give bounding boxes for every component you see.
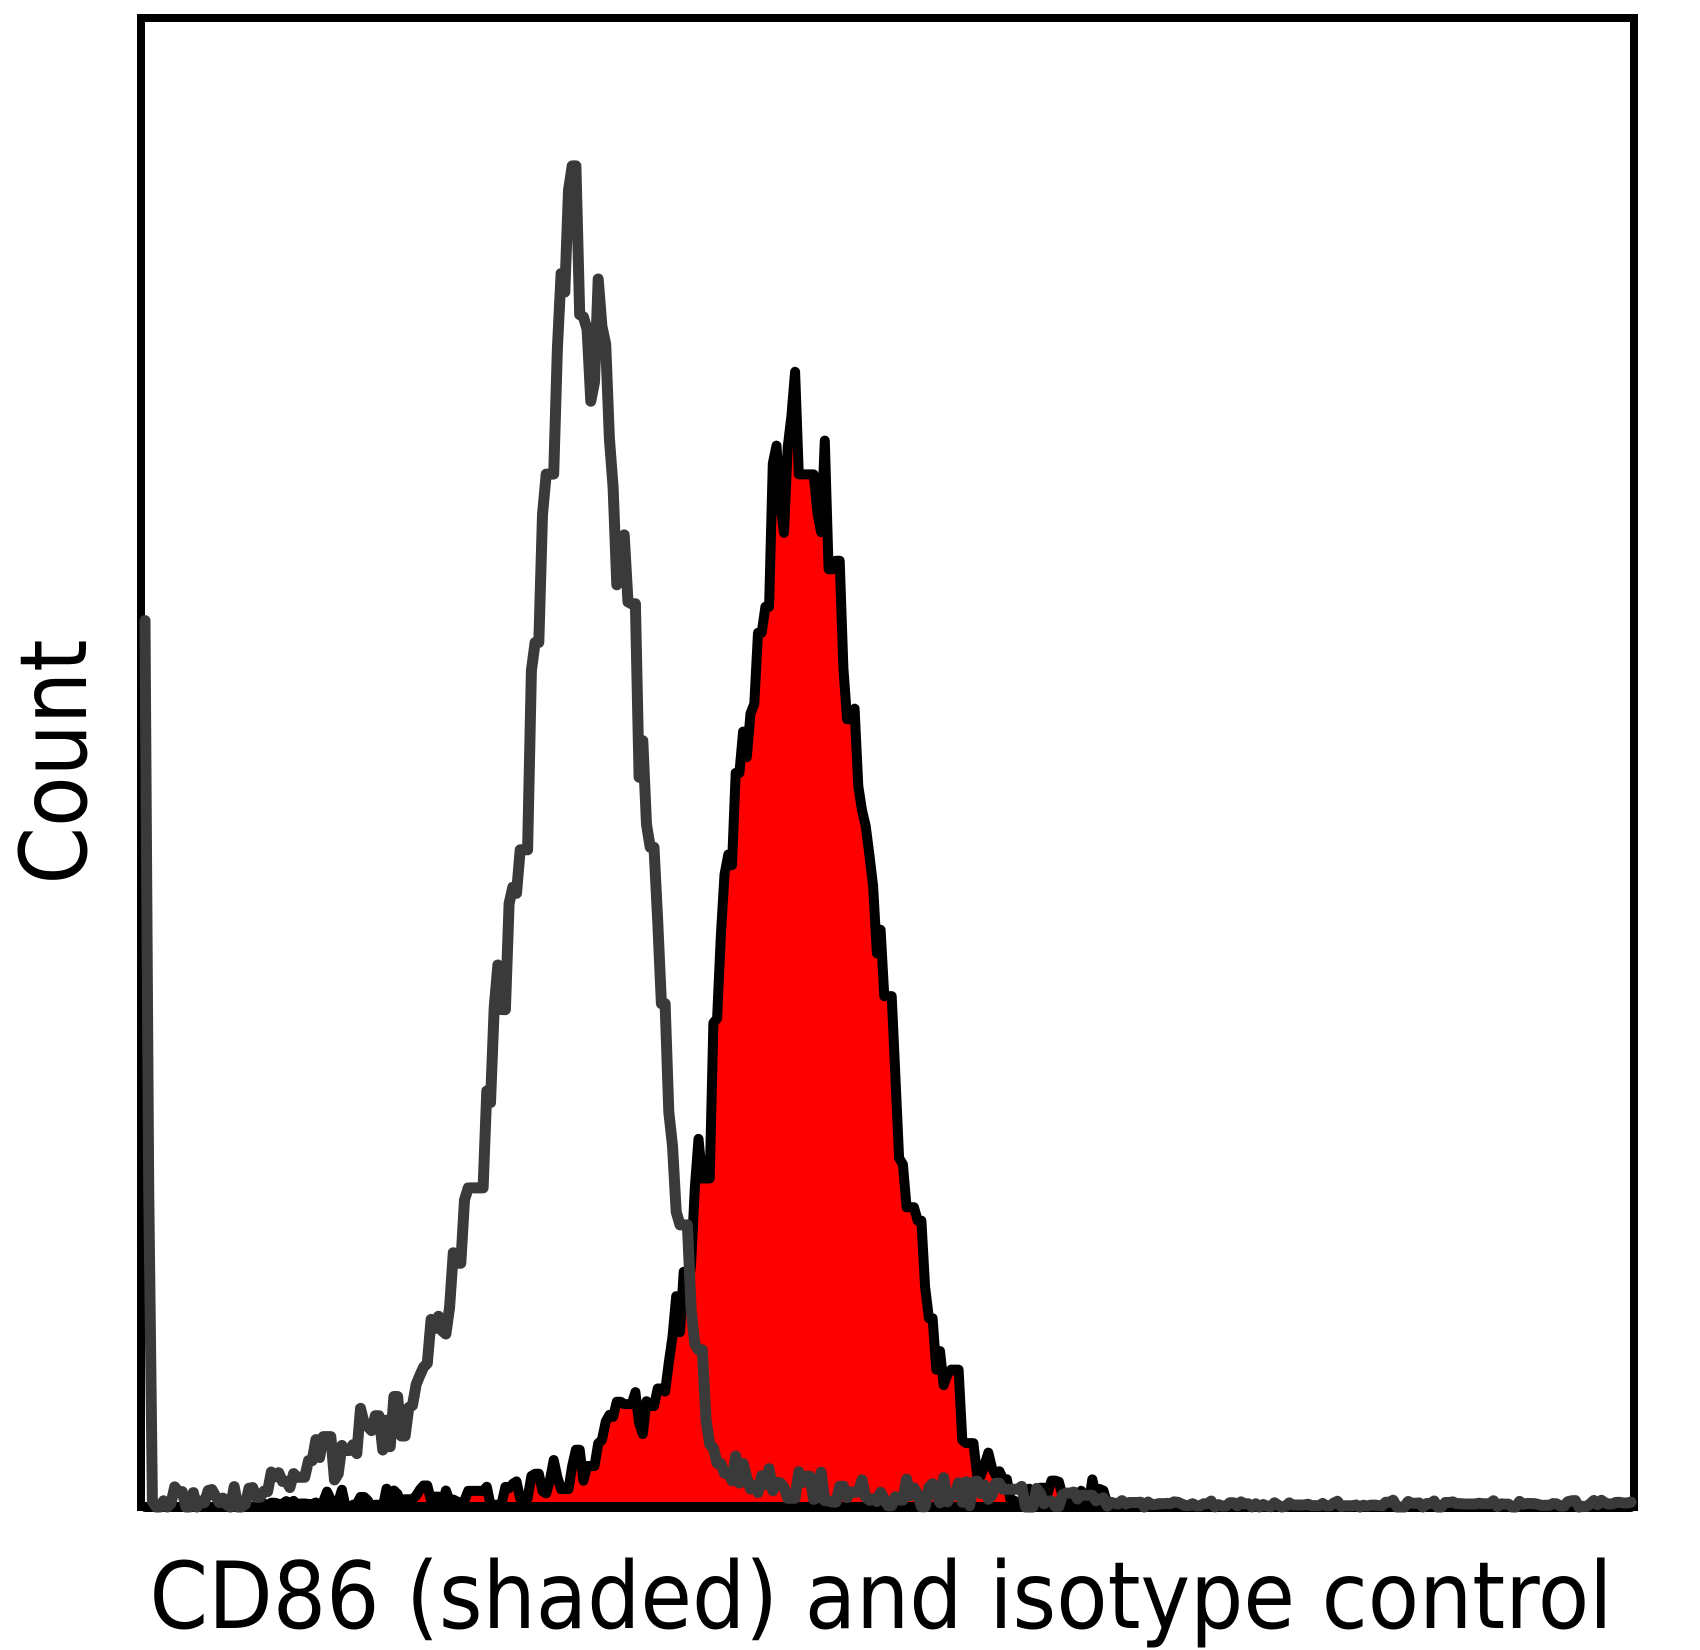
y-axis-label: Count xyxy=(0,640,108,885)
isotype-control-curve xyxy=(139,160,1637,1513)
x-axis-label: CD86 (shaded) and isotype control xyxy=(150,1542,1613,1650)
